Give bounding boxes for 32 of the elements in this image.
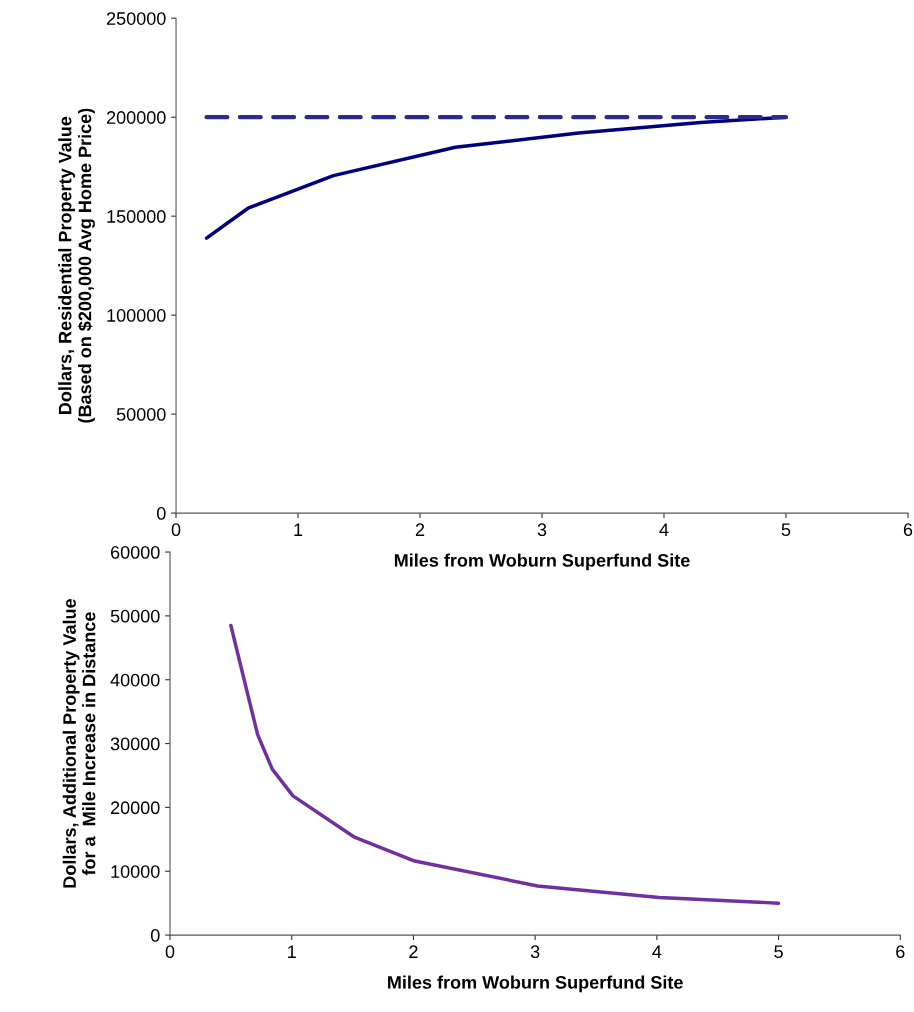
y-tick-label: 30000 (110, 737, 160, 751)
y-axis-title: Dollars, Additional Property Value for a Mile Increase in Distance (62, 599, 96, 888)
x-axis-title: Miles from Woburn Superfund Site (388, 975, 683, 993)
x-tick-label: 1 (288, 945, 296, 958)
y-tick-label: 200000 (106, 111, 166, 124)
x-tick-label: 4 (652, 945, 662, 958)
y-tick-label: 50000 (110, 609, 160, 623)
x-tick-label: 5 (774, 945, 783, 959)
y-tick-label: 0 (150, 929, 160, 942)
y-tick-label: 60000 (111, 545, 160, 559)
x-axis-title: Miles from Woburn Superfund Site (394, 553, 690, 571)
x-tick-label: 6 (896, 945, 905, 959)
x-tick-label: 0 (171, 523, 181, 537)
y-tick-label: 50000 (116, 408, 166, 421)
x-tick-label: 6 (903, 523, 913, 537)
x-tick-label: 2 (409, 945, 418, 958)
y-tick-label: 40000 (110, 673, 160, 687)
x-tick-label: 0 (165, 945, 175, 959)
y-tick-label: 100000 (107, 309, 166, 322)
y-tick-label: 150000 (107, 210, 166, 223)
x-tick-label: 3 (530, 945, 540, 959)
y-tick-label: 20000 (110, 801, 160, 815)
line-series (229, 623, 781, 905)
x-tick-label: 3 (537, 523, 547, 537)
y-axis-title: Dollars, Residential Property Value (Based on $200,000 Avg Home Price) (58, 108, 95, 423)
x-tick-label: 1 (294, 523, 303, 536)
y-tick-label: 10000 (111, 865, 160, 878)
x-tick-label: 5 (781, 523, 791, 537)
x-tick-label: 2 (415, 523, 425, 536)
x-tick-label: 4 (659, 523, 669, 536)
y-tick-label: 250000 (106, 12, 166, 25)
y-tick-label: 0 (156, 507, 166, 520)
